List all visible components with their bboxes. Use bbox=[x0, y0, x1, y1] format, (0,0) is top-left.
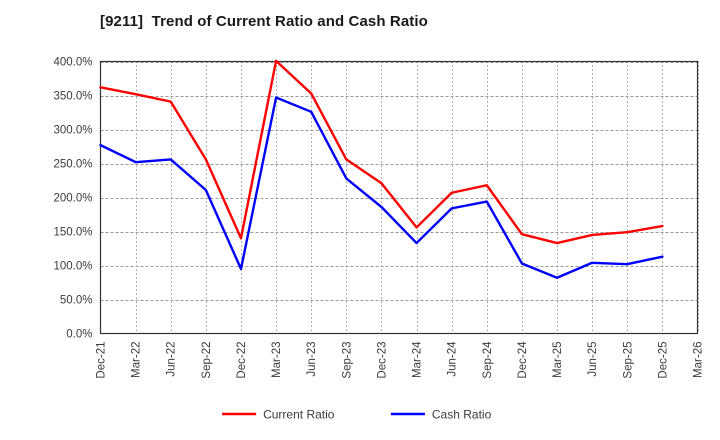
y-axis-tick-label: 400.0% bbox=[53, 57, 92, 69]
x-axis-tick-label: Mar-26 bbox=[693, 342, 705, 378]
x-axis-tick-label: Mar-22 bbox=[131, 342, 143, 378]
y-axis-tick-label: 250.0% bbox=[53, 159, 92, 171]
x-axis-tick-label: Dec-25 bbox=[657, 342, 669, 379]
y-axis-labels: 0.0% 50.0% 100.0% 150.0% 200.0% 250.0% 300.0% 3… bbox=[53, 57, 92, 341]
chart-legend: Current Ratio Cash Ratio bbox=[222, 408, 492, 422]
x-axis-tick-label: Jun-23 bbox=[306, 342, 318, 377]
x-axis-tick-label: Jun-22 bbox=[166, 342, 178, 377]
x-axis-tick-label: Sep-23 bbox=[341, 342, 353, 379]
x-axis-tick-label: Sep-24 bbox=[482, 341, 494, 379]
legend-label-2: Cash Ratio bbox=[432, 408, 492, 422]
axis-frame bbox=[99, 60, 699, 335]
x-axis-tick-label: Sep-25 bbox=[622, 342, 634, 379]
y-axis-tick-label: 350.0% bbox=[53, 91, 92, 103]
x-axis-tick-label: Sep-22 bbox=[201, 342, 213, 379]
plot-frame bbox=[99, 60, 699, 335]
legend-label-1: Current Ratio bbox=[263, 408, 335, 422]
series-lines bbox=[99, 59, 664, 279]
y-axis-tick-label: 0.0% bbox=[66, 329, 92, 341]
y-axis-tick-label: 200.0% bbox=[53, 193, 92, 205]
y-axis-tick-label: 300.0% bbox=[53, 125, 92, 137]
y-axis-tick-label: 150.0% bbox=[53, 227, 92, 239]
x-axis-tick-label: Mar-25 bbox=[552, 342, 564, 378]
y-axis-tick-label: 50.0% bbox=[60, 295, 93, 307]
x-axis-tick-label: Dec-22 bbox=[236, 342, 248, 379]
x-axis-tick-label: Dec-23 bbox=[376, 342, 388, 379]
x-axis-tick-label: Jun-25 bbox=[587, 342, 599, 377]
x-axis-labels: Dec-21 Mar-22 Jun-22 Sep-22 Dec-22 Mar-23 Jun-… bbox=[96, 341, 705, 379]
x-axis-tick-label: Mar-23 bbox=[271, 342, 283, 378]
page-title: [9211] Trend of Current Ratio and Cash R… bbox=[100, 13, 428, 30]
series-line-1 bbox=[99, 59, 664, 245]
x-axis-tick-label: Mar-24 bbox=[412, 341, 424, 378]
x-axis-tick-label: Dec-24 bbox=[517, 341, 529, 379]
gridlines bbox=[100, 61, 699, 334]
series-line-2 bbox=[99, 96, 664, 279]
x-axis-tick-label: Dec-21 bbox=[96, 342, 108, 379]
y-axis-tick-label: 100.0% bbox=[53, 261, 92, 273]
x-axis-tick-label: Jun-24 bbox=[447, 341, 459, 377]
